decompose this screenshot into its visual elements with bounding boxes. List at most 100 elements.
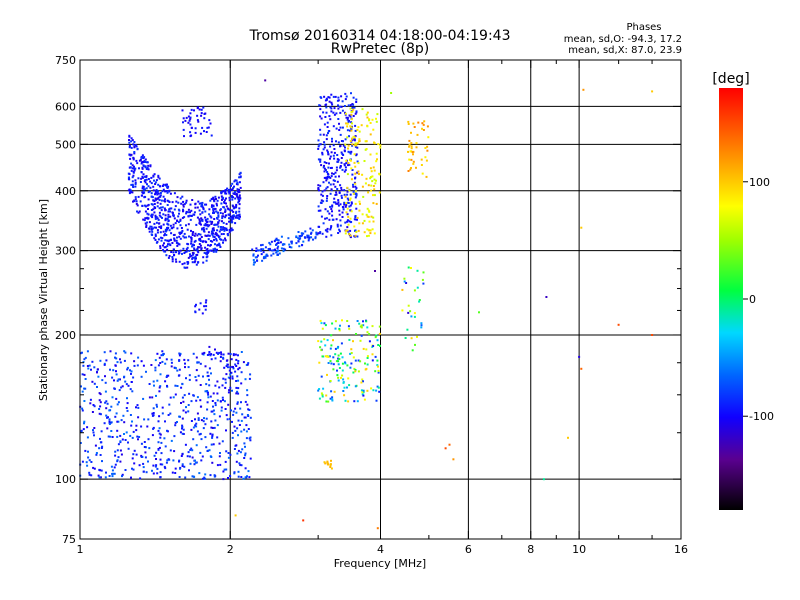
data-point [336, 369, 338, 372]
data-point [211, 427, 214, 429]
data-point [341, 211, 344, 214]
data-point [91, 411, 94, 413]
data-point [224, 381, 227, 384]
data-point [352, 356, 355, 359]
data-point [361, 185, 364, 188]
data-point [147, 191, 150, 194]
data-point [224, 210, 227, 212]
data-point [410, 158, 413, 161]
data-point [346, 386, 348, 389]
data-point [182, 128, 185, 131]
data-point [219, 208, 222, 211]
data-point [205, 383, 208, 386]
data-point [343, 394, 346, 397]
data-point [181, 453, 184, 456]
data-point [319, 160, 322, 163]
data-point [147, 178, 150, 180]
data-point [187, 115, 190, 118]
data-point [356, 160, 359, 163]
data-point [282, 247, 285, 250]
data-point [187, 121, 190, 124]
data-point [330, 151, 333, 154]
data-point [377, 386, 380, 389]
data-point [341, 216, 344, 218]
data-point [231, 365, 234, 368]
data-point [580, 226, 583, 229]
data-point [352, 183, 354, 186]
data-point [155, 216, 158, 219]
data-point [322, 387, 325, 390]
data-point [137, 438, 139, 441]
data-point [127, 447, 130, 450]
data-point [331, 172, 333, 175]
data-point [207, 238, 210, 241]
data-point [206, 248, 209, 250]
data-point [200, 459, 203, 462]
data-point [124, 469, 127, 471]
data-point [323, 95, 326, 98]
data-point [373, 194, 376, 197]
data-point [135, 429, 138, 432]
data-point [152, 412, 155, 414]
data-point [119, 434, 122, 437]
data-point [346, 213, 349, 216]
data-point [80, 385, 82, 388]
data-point [322, 111, 325, 114]
data-point [132, 171, 135, 174]
data-point [194, 206, 197, 209]
data-point [234, 197, 237, 200]
data-point [240, 430, 243, 433]
data-point [172, 459, 175, 462]
y-tick-label: 100 [55, 473, 76, 486]
data-point [145, 471, 148, 474]
data-point [181, 432, 184, 435]
data-point [320, 117, 323, 120]
data-point [300, 234, 303, 237]
data-point [182, 235, 185, 238]
data-point [327, 153, 330, 156]
data-point [222, 478, 225, 481]
data-point [121, 385, 124, 388]
data-point [166, 384, 168, 387]
data-point [330, 459, 332, 462]
data-point [354, 385, 357, 388]
data-point [355, 98, 358, 101]
data-point [355, 207, 358, 210]
data-point [103, 422, 106, 425]
x-tick-label: 6 [465, 543, 472, 556]
data-point [214, 233, 217, 236]
data-point [352, 108, 355, 111]
data-point [189, 112, 192, 115]
data-point [233, 185, 235, 188]
data-point [186, 455, 189, 458]
data-point [248, 437, 251, 440]
data-point [113, 472, 116, 475]
data-point [268, 241, 271, 244]
data-point [202, 106, 205, 109]
data-point [156, 467, 159, 470]
data-point [210, 249, 213, 252]
data-point [342, 154, 345, 156]
data-point [116, 449, 119, 452]
data-point [194, 310, 197, 313]
data-point [201, 455, 204, 458]
data-point [422, 271, 425, 274]
data-point [257, 254, 259, 257]
data-point [163, 242, 165, 245]
data-point [189, 211, 191, 214]
data-point [123, 359, 126, 362]
data-point [352, 96, 355, 99]
data-point [234, 353, 237, 356]
data-point [261, 243, 264, 246]
data-point [142, 470, 145, 473]
data-point [99, 401, 102, 404]
data-point [341, 100, 344, 103]
data-point [141, 176, 144, 179]
data-point [169, 396, 172, 399]
data-point [216, 211, 219, 214]
data-point [418, 299, 421, 301]
data-point [354, 234, 357, 237]
data-point [223, 202, 226, 204]
data-point [153, 226, 156, 229]
data-point [189, 255, 192, 258]
